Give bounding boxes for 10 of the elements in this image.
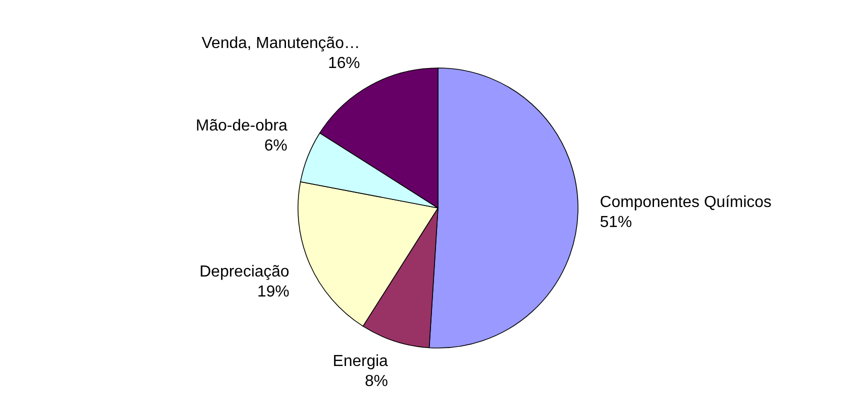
slice-label: Venda, Manutenção… bbox=[202, 35, 360, 52]
slice-label: Depreciação bbox=[199, 263, 290, 280]
data-label: 6% bbox=[264, 137, 288, 154]
data-label: 16% bbox=[328, 55, 360, 72]
slice-label: Energia bbox=[332, 353, 388, 370]
slice-label: Mão-de-obra bbox=[196, 117, 288, 134]
data-label: 19% bbox=[257, 283, 290, 300]
slice-label: Componentes Químicos bbox=[600, 194, 772, 212]
data-label: 51% bbox=[600, 214, 632, 232]
data-label: 8% bbox=[364, 373, 388, 390]
